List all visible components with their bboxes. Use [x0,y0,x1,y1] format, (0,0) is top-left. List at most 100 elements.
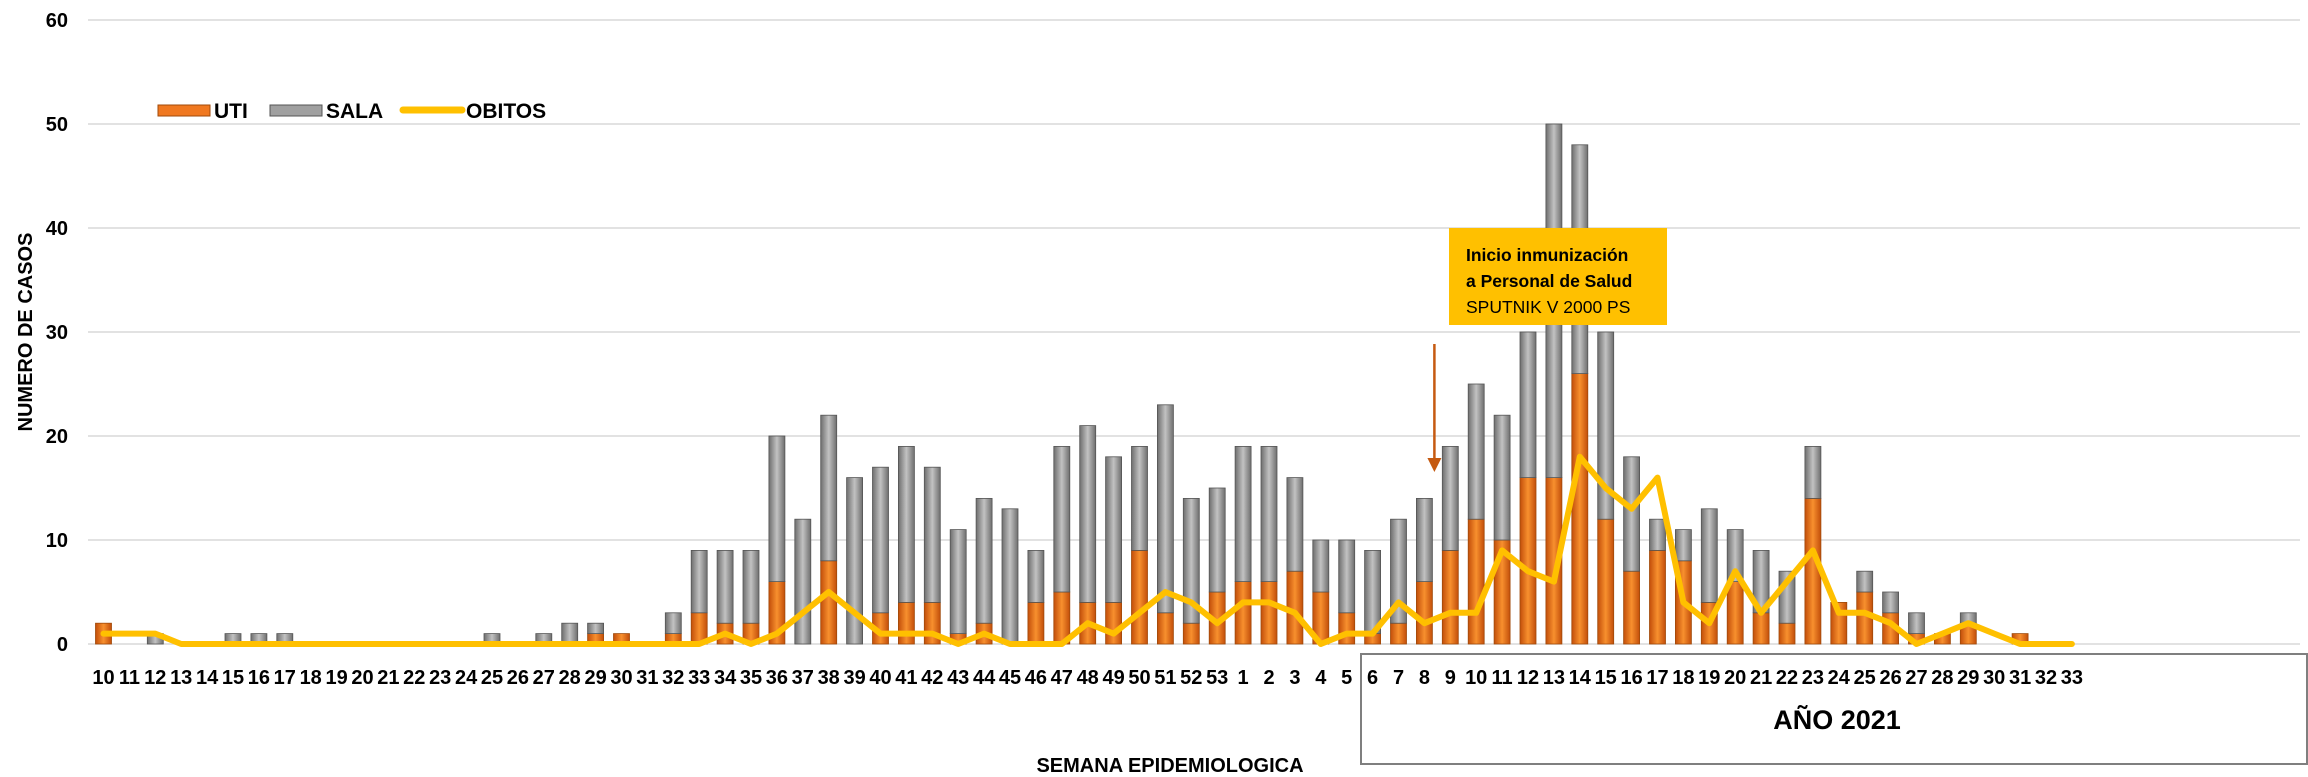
bar-uti [1234,581,1252,645]
x-tick-label: 46 [1025,667,1047,689]
x-tick-label: 52 [1180,667,1202,689]
bar-sala [1234,445,1252,582]
bar-uti [1467,518,1485,645]
bar-uti [1390,622,1407,645]
legend-item-obitos: OBITOS [399,100,546,123]
x-tick-label: 45 [999,667,1021,689]
y-tick-label: 60 [46,10,68,32]
x-tick-label: 2 [1263,667,1274,689]
bar-sala [768,435,786,583]
bar-uti [1519,477,1537,645]
x-tick-label: 6 [1367,667,1378,689]
x-tick-label: 44 [973,667,996,689]
x-tick-label: 7 [1393,667,1404,689]
bar-uti [1157,612,1174,645]
bar-sala [1312,539,1330,593]
y-tick-label: 30 [46,322,68,344]
x-tick-label: 35 [740,667,762,689]
bar-sala [1338,539,1356,614]
x-tick-label: 5 [1341,667,1352,689]
bar-sala [1856,570,1874,593]
bar-sala [1441,445,1459,551]
bar-sala [664,612,682,634]
x-tick-label: 40 [869,667,891,689]
x-tick-label: 21 [377,667,399,689]
x-axis-title: SEMANA EPIDEMIOLOGICA [1036,755,1303,777]
x-tick-label: 51 [1154,667,1176,689]
x-tick-label: 12 [1517,667,1539,689]
x-tick-label: 15 [1595,667,1617,689]
legend-swatch-sala [269,104,323,117]
bar-sala [1726,529,1744,582]
bar-sala [846,477,863,645]
bar-uti [1649,550,1666,645]
x-tick-label: 13 [1543,667,1565,689]
x-tick-label: 30 [1983,667,2005,689]
x-tick-label: 42 [921,667,943,689]
bar-uti [1597,518,1615,645]
legend-label-sala: SALA [326,100,383,123]
bar-uti [1778,622,1796,645]
y-tick-label: 10 [46,530,68,552]
bar-sala [1053,445,1071,593]
bar-sala [1908,612,1925,634]
x-tick-label: 34 [714,667,737,689]
bar-sala [1804,445,1822,499]
y-tick-label: 40 [46,218,68,240]
bar-sala [1597,331,1615,520]
x-tick-label: 53 [1206,667,1228,689]
x-tick-label: 33 [2061,667,2083,689]
bar-sala [1260,445,1278,582]
x-tick-label: 50 [1128,667,1150,689]
x-tick-label: 25 [481,667,503,689]
annotation-arrow [1427,344,1442,472]
x-tick-label: 31 [2009,667,2031,689]
bar-sala [794,518,812,645]
x-tick-label: 20 [1724,667,1746,689]
bar-uti [1105,602,1122,645]
annotation-line-1: Inicio inmunización [1466,245,1629,265]
bar-uti [1441,550,1459,645]
x-tick-label: 33 [688,667,710,689]
bar-uti [1338,612,1356,645]
x-tick-label: 11 [119,667,140,689]
bar-sala [1364,550,1381,635]
bar-sala [1416,497,1433,582]
bar-uti [1571,373,1589,645]
x-tick-label: 4 [1315,667,1327,689]
x-tick-label: 32 [2035,667,2057,689]
x-tick-label: 16 [1620,667,1642,689]
x-tick-label: 48 [1077,667,1099,689]
bar-sala [1675,529,1692,562]
bar-uti [898,602,915,645]
x-tick-label: 36 [766,667,788,689]
x-tick-label: 23 [429,667,451,689]
bar-sala [1001,508,1019,645]
x-tick-label: 28 [1931,667,1953,689]
obitos-line-layer [100,453,2075,647]
bar-sala [1649,518,1666,551]
x-tick-label: 19 [325,667,347,689]
legend: UTI SALA OBITOS [157,100,546,123]
bar-uti [1027,602,1045,645]
x-tick-label: 12 [144,667,166,689]
x-tick-label: 22 [403,667,425,689]
bar-sala [1493,414,1511,541]
year-2021-bracket [1360,653,2308,765]
y-axis-title: NUMERO DE CASOS [15,233,37,432]
x-tick-label: 14 [1569,667,1592,689]
bar-sala [1467,383,1485,520]
x-tick-label: 43 [947,667,969,689]
bar-sala [1208,487,1226,593]
bar-sala [716,550,734,624]
x-tick-label: 49 [1102,667,1124,689]
x-tick-label: 39 [843,667,865,689]
y-tick-label: 50 [46,114,68,136]
x-tick-label: 19 [1698,667,1720,689]
x-tick-label: 15 [222,667,244,689]
annotation-line-3: SPUTNIK V 2000 PS [1466,297,1631,317]
x-tick-label: 25 [1854,667,1876,689]
bar-sala [742,550,760,624]
bar-sala [1623,456,1640,572]
y-axis-ticks: 0 10 20 30 40 50 60 [46,10,68,656]
